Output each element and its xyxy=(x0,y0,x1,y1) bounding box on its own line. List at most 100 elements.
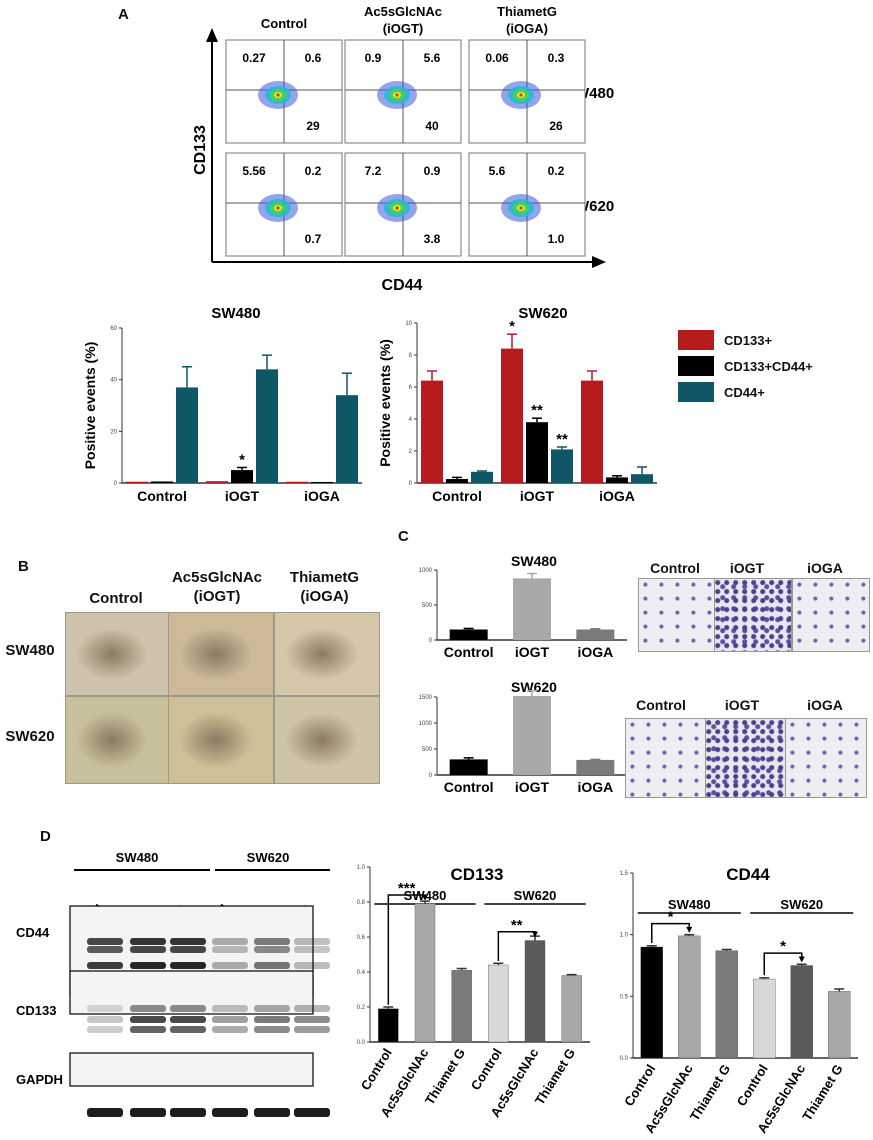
flow-column-label: (iOGA) xyxy=(506,21,548,36)
category-label: iOGT xyxy=(515,779,550,795)
y-tick-label: 1.5 xyxy=(620,871,629,877)
blot-band xyxy=(87,946,123,953)
sw620-positive-events-chart: SW620 Positive events (%) 0 2 4 6 8 10 Control iO… xyxy=(377,305,657,504)
blot-group-label: SW480 xyxy=(116,850,159,865)
blot-band xyxy=(294,1026,330,1033)
chart-title: SW480 xyxy=(511,553,557,569)
y-tick-label: 1.0 xyxy=(620,933,629,939)
invasion-photo xyxy=(705,718,787,798)
blot-band xyxy=(212,946,248,953)
quadrant-value: 0.2 xyxy=(548,164,565,178)
significance-arrow xyxy=(686,926,693,933)
blot-band xyxy=(254,1108,290,1117)
category-label: iOGT xyxy=(225,488,260,504)
blot-band xyxy=(212,962,248,969)
quadrant-value: 26 xyxy=(549,119,563,133)
legend-swatch-cd133-cd44 xyxy=(678,356,714,376)
category-label: iOGT xyxy=(520,488,555,504)
y-tick-label: 6 xyxy=(409,385,413,391)
category-label: Control xyxy=(137,488,187,504)
quadrant-value: 0.2 xyxy=(305,164,322,178)
bar xyxy=(501,348,523,483)
category-label: Control xyxy=(468,1046,505,1093)
colony-photo xyxy=(65,612,169,696)
blot-band xyxy=(212,938,248,945)
quadrant-value: 0.06 xyxy=(485,51,509,65)
blot-band xyxy=(170,962,206,969)
c-photo-label: Control xyxy=(636,697,686,713)
cell-population xyxy=(519,93,523,97)
group-label: SW480 xyxy=(668,897,711,912)
bar xyxy=(421,380,443,483)
bar xyxy=(513,578,551,640)
bar xyxy=(715,950,738,1059)
category-label: iOGA xyxy=(577,779,613,795)
colony-photo xyxy=(168,696,274,784)
quadrant-value: 3.8 xyxy=(424,232,441,246)
chart-title: SW480 xyxy=(211,305,260,322)
c-photo-label: Control xyxy=(650,560,700,576)
chart-title: SW620 xyxy=(518,305,567,322)
blot-band xyxy=(212,1026,248,1033)
y-tick-label: 1000 xyxy=(419,568,433,574)
blot-band xyxy=(294,938,330,945)
invasion-photo xyxy=(714,578,792,652)
sw620-invasion-chart: SW620 0 500 1000 1500 Control iOGT iOGA xyxy=(419,679,627,795)
significance-mark: * xyxy=(509,318,515,335)
panel-letter-b: B xyxy=(18,558,29,575)
blot-band xyxy=(170,1108,206,1117)
bar xyxy=(526,422,548,483)
y-tick-label: 10 xyxy=(405,321,412,327)
significance-bracket xyxy=(651,922,690,943)
cell-population xyxy=(395,93,399,97)
bar xyxy=(449,629,488,640)
y-tick-label: 20 xyxy=(110,429,117,435)
y-tick-label: 0.2 xyxy=(357,1005,366,1011)
quadrant-value: 0.6 xyxy=(305,51,322,65)
y-tick-label: 1000 xyxy=(419,721,433,727)
cell-population xyxy=(276,93,280,97)
colony-photo xyxy=(274,612,380,696)
legend-swatch-cd133 xyxy=(678,330,714,350)
blot-band xyxy=(254,1026,290,1033)
y-tick-label: 0 xyxy=(429,773,433,779)
blot-band xyxy=(87,1026,123,1033)
quadrant-value: 5.56 xyxy=(242,164,266,178)
flow-ylabel: CD133 xyxy=(192,125,209,175)
quadrant-value: 0.7 xyxy=(305,232,322,246)
category-label: Control xyxy=(444,644,494,660)
blot-band xyxy=(170,938,206,945)
y-tick-label: 4 xyxy=(409,417,413,423)
bar xyxy=(513,695,551,775)
flow-column-label: (iOGT) xyxy=(383,21,423,36)
blot-band xyxy=(130,1005,166,1012)
category-label: Control xyxy=(621,1062,658,1109)
bar xyxy=(336,395,358,483)
blot-label: CD44 xyxy=(16,925,50,940)
bar xyxy=(151,481,173,483)
blot-band xyxy=(294,946,330,953)
bar xyxy=(471,471,493,483)
significance-bracket xyxy=(763,952,803,976)
b-col-iogt: Ac5sGlcNAc (iOGT) xyxy=(171,569,263,605)
bar xyxy=(576,629,615,640)
y-tick-label: 0 xyxy=(429,638,433,644)
blot-band xyxy=(130,1016,166,1023)
legend-label-cd44: CD44+ xyxy=(724,384,765,400)
x-axis-arrow xyxy=(592,256,606,268)
group-label: SW620 xyxy=(780,897,823,912)
blot-band xyxy=(87,1005,123,1012)
legend-item: CD133+ xyxy=(678,330,813,350)
blot-band xyxy=(87,1016,123,1023)
y-tick-label: 0.0 xyxy=(620,1056,629,1062)
y-tick-label: 40 xyxy=(110,378,117,384)
y-tick-label: 1500 xyxy=(419,695,433,701)
flow-column-label: Control xyxy=(261,16,307,31)
chart-title: SW620 xyxy=(511,679,557,695)
blot-membrane xyxy=(69,970,314,1015)
cell-population xyxy=(519,206,523,210)
panel-letter-c: C xyxy=(398,528,409,545)
blot-band xyxy=(87,962,123,969)
